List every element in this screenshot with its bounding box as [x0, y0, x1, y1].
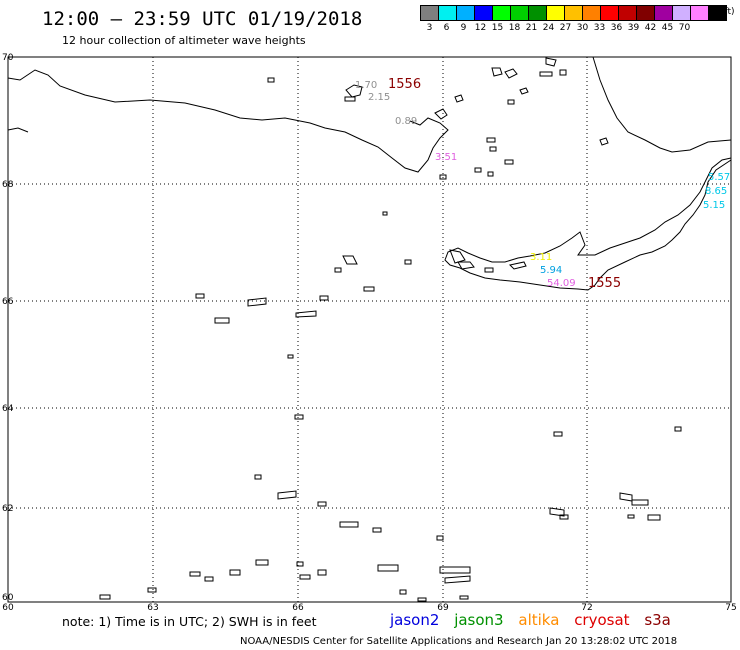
footer-note: note: 1) Time is in UTC; 2) SWH is in fe… — [62, 614, 317, 629]
map-frame — [7, 56, 732, 603]
lon-tick-label: 60 — [2, 603, 14, 613]
legend-label: 18 — [508, 23, 521, 33]
observation-label: 54.09 — [547, 278, 576, 289]
observation-label: 3.11 — [530, 252, 552, 263]
observation-label: 5.94 — [540, 265, 562, 276]
coastline — [7, 56, 732, 602]
legend-label: 15 — [491, 23, 504, 33]
lat-tick-label: 70 — [2, 53, 14, 63]
lon-tick-label: 72 — [581, 603, 592, 613]
satellite-jason2: jason2 — [390, 611, 440, 629]
legend-label: 24 — [542, 23, 555, 33]
legend-label: 39 — [627, 23, 640, 33]
legend-label: 12 — [474, 23, 487, 33]
color-legend: 3 6 9 12 15 18 21 24 27 30 33 36 39 42 45 70 (ft) — [420, 5, 735, 33]
legend-label: 45 — [661, 23, 674, 33]
lat-tick-label: 68 — [2, 180, 14, 190]
revolution-label: 1556 — [388, 77, 421, 92]
graticule — [8, 57, 731, 602]
revolution-label: 1555 — [588, 276, 621, 291]
observation-label: 8.65 — [705, 186, 727, 197]
legend-label: 70 — [678, 23, 691, 33]
lon-tick-label: 75 — [725, 603, 736, 613]
satellite-legend: jason2 jason3 altika cryosat s3a — [390, 611, 681, 629]
credit-line: NOAA/NESDIS Center for Satellite Applica… — [240, 636, 678, 647]
legend-label: 3 — [426, 23, 433, 33]
legend-label: 36 — [610, 23, 623, 33]
observation-label: 5.57 — [708, 172, 730, 183]
legend-labels: 3 6 9 12 15 18 21 24 27 30 33 36 39 42 45 70 — [421, 21, 727, 33]
lat-tick-label: 62 — [2, 504, 13, 514]
legend-label: 33 — [593, 23, 606, 33]
observation-label: 2.15 — [368, 92, 390, 103]
satellite-jason3: jason3 — [454, 611, 504, 629]
lon-tick-label: 66 — [292, 603, 304, 613]
observation-label: 0.89 — [395, 116, 417, 127]
satellite-s3a: s3a — [644, 611, 671, 629]
lat-tick-label: 60 — [2, 593, 14, 603]
legend-label: 42 — [644, 23, 657, 33]
legend-unit: (ft) — [721, 7, 735, 17]
chart-title: 12:00 – 23:59 UTC 01/19/2018 — [42, 8, 363, 30]
satellite-cryosat: cryosat — [574, 611, 630, 629]
legend-label: 30 — [576, 23, 589, 33]
lon-tick-label: 63 — [147, 603, 158, 613]
observation-label: 1.70 — [355, 80, 377, 91]
chart-subtitle: 12 hour collection of altimeter wave hei… — [62, 34, 306, 47]
legend-swatch — [708, 5, 727, 21]
lon-tick-labels: 60 63 66 69 72 75 — [2, 603, 736, 613]
satellite-altika: altika — [518, 611, 560, 629]
legend-label: 27 — [559, 23, 572, 33]
observation-label: 3.51 — [435, 152, 457, 163]
legend-label: 21 — [525, 23, 538, 33]
legend-swatches — [420, 5, 727, 21]
lon-tick-label: 69 — [437, 603, 449, 613]
lat-tick-labels: 70 68 66 64 62 60 — [2, 53, 14, 603]
legend-label: 6 — [443, 23, 450, 33]
lat-tick-label: 64 — [2, 404, 14, 414]
observation-labels: 1.70 2.15 0.89 3.51 5.57 8.65 5.15 3.11 … — [355, 80, 730, 289]
observation-label: 5.15 — [703, 200, 725, 211]
legend-label: 9 — [460, 23, 467, 33]
lat-tick-label: 66 — [2, 297, 14, 307]
